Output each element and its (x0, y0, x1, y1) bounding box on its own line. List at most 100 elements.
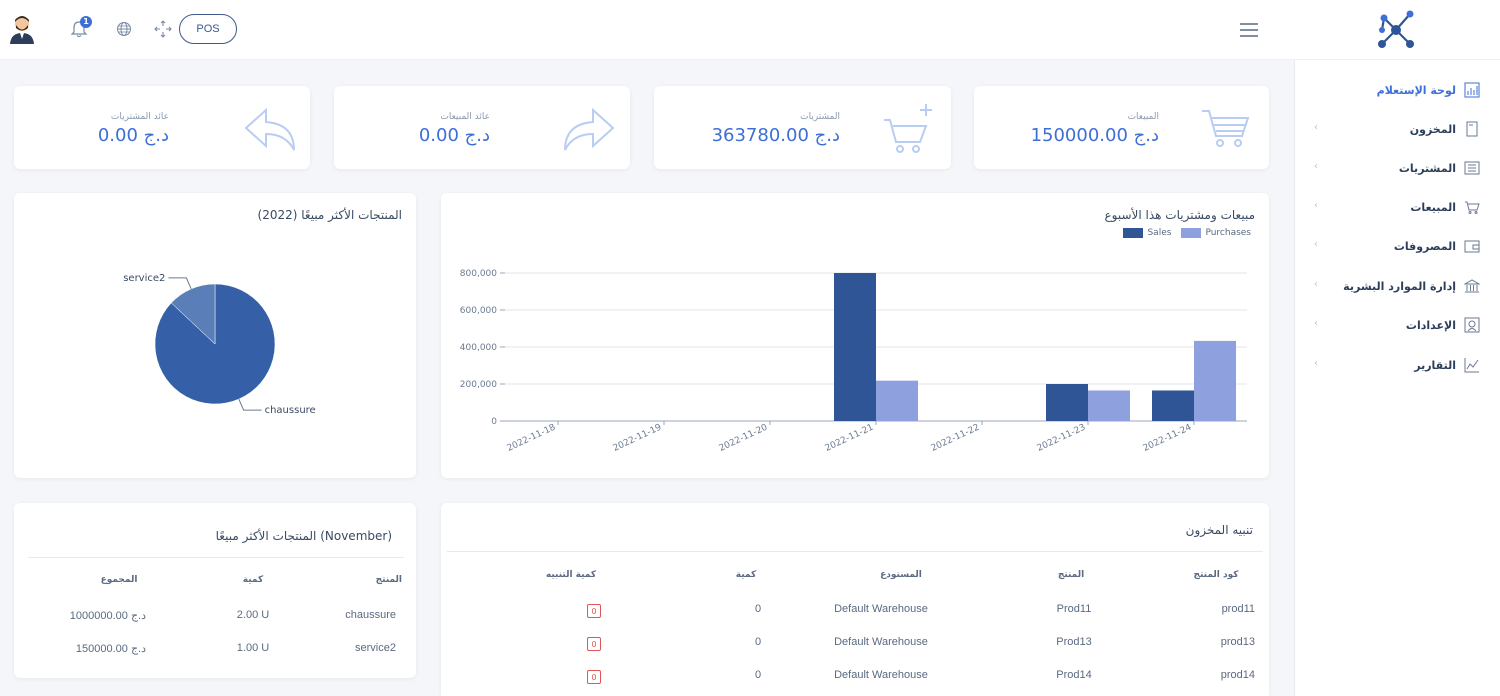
x-tick-label: 2022-11-21 (824, 423, 876, 454)
cell-total: 150000.00 د.ج (75, 643, 146, 655)
cell-product: chaussure (345, 609, 396, 621)
cell-product: Prod11 (1056, 603, 1092, 615)
sidebar-item-expenses[interactable]: ‹ المصروفات (1300, 235, 1490, 257)
stat-value: 150000.00 د.ج (1030, 125, 1159, 146)
sidebar (1294, 60, 1500, 696)
sidebar-item-label: المبيعات (1410, 200, 1456, 214)
stat-label: عائد المشتريات (110, 112, 169, 122)
user-avatar-icon[interactable] (8, 14, 36, 44)
chevron-left-icon: ‹ (1314, 279, 1318, 290)
sidebar-item-label: المشتريات (1398, 161, 1456, 175)
settings-icon (1464, 317, 1480, 333)
sidebar-item-label: التقارير (1414, 358, 1456, 372)
alert-quantity-badge: 0 (587, 604, 601, 618)
cell-product: Prod13 (1056, 636, 1092, 648)
cell-warehouse: Default Warehouse (834, 669, 928, 681)
sidebar-item-sales[interactable]: ‹ المبيعات (1300, 196, 1490, 218)
pie-chart-title: المنتجات الأكثر مبيعًا (2022) (257, 208, 402, 222)
col-header-product-code: كود المنتج (1193, 570, 1239, 580)
pie-leader-line (238, 398, 262, 411)
stat-card-sales-returns: عائد المبيعات 0.00 د.ج (334, 86, 630, 169)
cell-quantity: 0 (754, 603, 762, 615)
col-header-quantity: كمية (242, 575, 264, 585)
chevron-left-icon: ‹ (1314, 318, 1318, 329)
col-header-product: المنتج (1057, 570, 1085, 580)
cell-product-code: prod13 (1220, 636, 1255, 648)
wallet-icon (1464, 240, 1480, 253)
x-tick-label: 2022-11-19 (612, 423, 664, 454)
bar-sales[interactable] (1046, 384, 1088, 421)
stat-label: المبيعات (1127, 112, 1159, 122)
stat-card-purchases: المشتريات 363780.00 د.ج (654, 86, 951, 169)
stat-value: 0.00 د.ج (418, 125, 490, 146)
col-header-product: المنتج (375, 575, 402, 585)
cell-product: service2 (355, 642, 396, 654)
cell-quantity: 0 (754, 669, 762, 681)
col-header-alert-quantity: كمية التنبيه (545, 570, 597, 580)
x-tick-label: 2022-11-24 (1142, 423, 1194, 454)
notification-badge: 1 (80, 16, 92, 28)
sidebar-item-purchases[interactable]: ‹ المشتريات (1300, 157, 1490, 179)
stat-card-purchase-returns: عائد المشتريات 0.00 د.ج (14, 86, 310, 169)
y-tick-label: 600,000 (460, 306, 497, 316)
col-header-warehouse: المستودع (880, 570, 922, 580)
x-tick-label: 2022-11-23 (1036, 423, 1088, 454)
cell-product-code: prod11 (1221, 603, 1255, 615)
file-icon (1466, 121, 1478, 137)
sidebar-item-reports[interactable]: ‹ التقارير (1300, 354, 1490, 376)
language-globe-icon[interactable] (116, 21, 132, 37)
bar-purchases[interactable] (1194, 340, 1236, 421)
sidebar-item-label: الإعدادات (1405, 318, 1456, 332)
cell-quantity: 0 (754, 636, 762, 648)
app-logo-icon[interactable] (1374, 8, 1418, 52)
sidebar-item-settings[interactable]: ‹ الإعدادات (1300, 314, 1490, 336)
cell-total: 1000000.00 د.ج (69, 610, 146, 622)
chevron-left-icon: ‹ (1314, 358, 1318, 369)
pos-button[interactable]: POS (179, 14, 237, 44)
top-products-title: المنتجات الأكثر مبيعًا (November) (215, 529, 392, 543)
legend-label-purchases: Purchases (1205, 228, 1251, 238)
sidebar-item-label: المخزون (1409, 122, 1456, 136)
reply-arrow-icon (244, 107, 295, 151)
y-tick-label: 200,000 (460, 380, 497, 390)
pie-slice-label: service2 (123, 273, 165, 284)
sidebar-item-label: إدارة الموارد البشرية (1343, 279, 1456, 293)
stat-card-sales: المبيعات 150000.00 د.ج (974, 86, 1269, 169)
chevron-left-icon: ‹ (1314, 122, 1318, 133)
bar-sales[interactable] (1152, 390, 1194, 421)
stat-value: 0.00 د.ج (97, 125, 169, 146)
sidebar-item-inventory[interactable]: ‹ المخزون (1300, 118, 1490, 140)
sidebar-item-dashboard[interactable]: لوحة الإستعلام (1300, 79, 1490, 101)
cart-plus-icon (884, 104, 932, 153)
top-products-month-card: المنتجات الأكثر مبيعًا (November) المنتج… (14, 503, 416, 678)
stat-label: المشتريات (800, 112, 840, 122)
cart-icon (1202, 110, 1250, 147)
chart-title: مبيعات ومشتريات هذا الأسبوع (1104, 208, 1256, 222)
alert-quantity-badge: 0 (587, 670, 601, 684)
chevron-left-icon: ‹ (1314, 239, 1318, 250)
bar-sales[interactable] (834, 273, 876, 421)
cell-product: Prod14 (1056, 669, 1092, 681)
x-tick-label: 2022-11-22 (930, 423, 982, 454)
sidebar-item-label: المصروفات (1393, 239, 1456, 253)
list-icon (1464, 161, 1480, 175)
legend-swatch-purchases (1181, 228, 1202, 238)
fullscreen-move-icon[interactable] (154, 20, 172, 38)
forward-arrow-icon (564, 107, 615, 151)
legend-label-sales: Sales (1147, 228, 1172, 238)
sidebar-item-label: لوحة الإستعلام (1376, 83, 1456, 97)
stock-alert-title: تنبيه المخزون (1185, 523, 1253, 537)
pie-leader-line (168, 277, 192, 290)
cell-quantity: 1.00 U (236, 642, 270, 654)
chevron-left-icon: ‹ (1314, 200, 1318, 211)
top-products-year-card: المنتجات الأكثر مبيعًا (2022) chaussure s… (14, 193, 416, 478)
sidebar-item-hr[interactable]: ‹ إدارة الموارد البشرية (1300, 275, 1490, 297)
chart-legend: Sales Purchases (1123, 228, 1251, 238)
bar-purchases[interactable] (876, 380, 918, 421)
y-tick-label: 400,000 (460, 343, 497, 353)
alert-quantity-badge: 0 (587, 637, 601, 651)
bar-purchases[interactable] (1088, 390, 1130, 421)
menu-toggle-icon[interactable] (1239, 22, 1259, 38)
cell-warehouse: Default Warehouse (834, 603, 928, 615)
stock-alert-card: تنبيه المخزون كود المنتج المنتج المستودع… (441, 503, 1269, 696)
